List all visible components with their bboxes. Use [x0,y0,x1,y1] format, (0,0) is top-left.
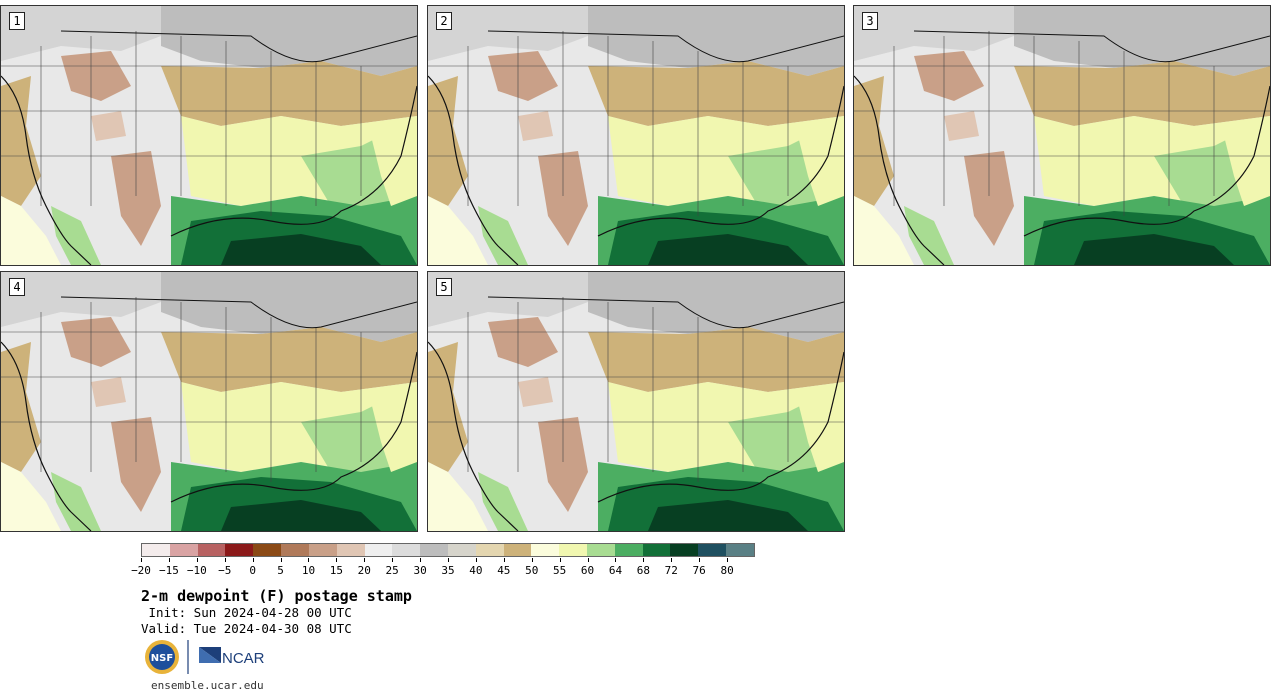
colorbar-tick-label: 40 [469,564,483,577]
colorbar-swatch [197,544,226,556]
colorbar-tick [727,558,729,562]
colorbar-swatch [281,544,309,556]
colorbar-swatch [670,544,699,556]
colorbar-swatch [447,544,476,556]
colorbar-swatch [336,544,365,556]
panel-number: 3 [862,12,878,30]
colorbar-tick [643,558,645,562]
init-time: Init: Sun 2024-04-28 00 UTC [141,605,352,620]
dewpoint-map-4 [1,272,417,531]
colorbar-tick [671,558,673,562]
stamp-panel-3: 3 [853,5,1271,266]
colorbar-tick-label: 30 [413,564,427,577]
dewpoint-map-2 [428,6,844,265]
colorbar-tick-label: 76 [692,564,706,577]
colorbar-swatch [587,544,615,556]
colorbar-swatch [308,544,337,556]
stamp-panel-2: 2 [427,5,845,266]
colorbar-tick-label: 68 [636,564,650,577]
colorbar-tick [587,558,589,562]
colorbar-tick-label: 72 [664,564,678,577]
colorbar-tick-label: 0 [249,564,256,577]
colorbar-tick [141,558,142,562]
website-link[interactable]: ensemble.ucar.edu [151,679,264,692]
panel-number: 5 [436,278,452,296]
colorbar-swatch [475,544,504,556]
colorbar-swatch [531,544,560,556]
colorbar-swatch [169,544,198,556]
valid-time: Valid: Tue 2024-04-30 08 UTC [141,621,352,636]
panel-number: 1 [9,12,25,30]
ncar-logo-icon: NCAR [199,647,265,667]
colorbar-ticks: −20 −15 −10 −5 0 5 10 15 20 25 30 35 40 45 50 55 60 64 68 7… [131,558,755,578]
colorbar-tick [448,558,449,562]
colorbar-tick [280,558,282,562]
colorbar-tick-label: 25 [385,564,399,577]
colorbar-swatch [142,544,170,556]
colorbar-tick [531,558,533,562]
colorbar-swatch [420,544,448,556]
colorbar-swatch [392,544,421,556]
colorbar-tick [559,558,561,562]
panel-number: 4 [9,278,25,296]
colorbar-swatch [364,544,393,556]
chart-title: 2-m dewpoint (F) postage stamp [141,587,412,605]
colorbar-tick [615,558,617,562]
colorbar-tick-label: −15 [158,564,179,577]
colorbar-tick-label: 5 [277,564,284,577]
stamp-panel-1: 1 [0,5,418,266]
colorbar-tick [196,558,198,562]
stamp-panel-4: 4 [0,271,418,532]
colorbar-tick [503,558,505,562]
colorbar-tick-label: 64 [608,564,623,577]
colorbar-swatch [726,544,754,556]
colorbar [141,543,755,557]
nsf-text: NSF [151,653,173,664]
colorbar-tick-label: 50 [525,564,539,577]
panel-number: 2 [436,12,452,30]
ncar-text: NCAR [222,650,265,667]
colorbar-tick-label: −5 [218,564,232,577]
colorbar-swatch [559,544,587,556]
dewpoint-map-1 [1,6,417,265]
nsf-ncar-logo: NSF NCAR [145,640,265,674]
colorbar-swatch [225,544,254,556]
colorbar-tick-label: 80 [720,564,734,577]
colorbar-tick-label: 60 [580,564,595,577]
colorbar-tick [224,558,226,562]
colorbar-swatch [698,544,727,556]
colorbar-swatch [642,544,671,556]
colorbar-tick [420,558,422,562]
colorbar-tick [336,558,338,562]
colorbar-tick [364,558,366,562]
dewpoint-map-3 [854,6,1270,265]
colorbar-tick-label: 15 [329,564,343,577]
colorbar-tick [308,558,310,562]
colorbar-tick-label: 20 [357,564,371,577]
logos: NSF NCAR [143,638,283,676]
colorbar-swatch [503,544,532,556]
colorbar-tick-label: 55 [553,564,567,577]
colorbar-tick-label: 35 [441,564,455,577]
colorbar-tick-label: −20 [131,564,151,577]
stamp-panel-5: 5 [427,271,845,532]
colorbar-swatch [614,544,643,556]
colorbar-tick [699,558,701,562]
colorbar-tick-label: −10 [186,564,207,577]
colorbar-swatch [253,544,282,556]
colorbar-tick [168,558,170,562]
colorbar-tick [392,558,394,562]
colorbar-tick-label: 10 [301,564,316,577]
colorbar-tick-label: 45 [497,564,511,577]
dewpoint-map-5 [428,272,844,531]
colorbar-tick [252,558,254,562]
colorbar-tick [475,558,477,562]
nsf-logo-icon: NSF [145,640,179,674]
